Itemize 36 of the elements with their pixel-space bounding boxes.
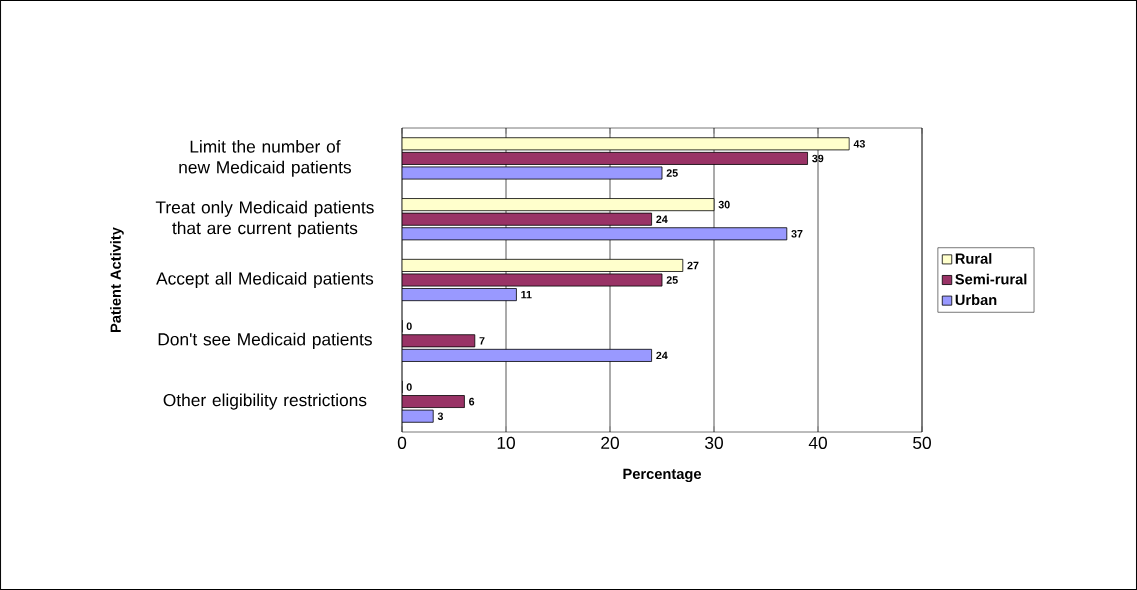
data-label: 25 [666,276,678,284]
bar [402,348,653,362]
data-label: 27 [687,261,699,270]
data-label: 11 [521,290,532,299]
data-label: 25 [666,169,678,177]
data-label: 24 [656,351,668,360]
bar [402,227,788,241]
y-tick-label: Accept all Medicaid patients [156,271,374,289]
data-label: 30 [718,200,730,209]
x-tick-label: 10 [497,436,515,449]
y-tick-label: Other eligibility restrictions [163,393,367,410]
y-tick-label: Limit the number of new Medicaid patients [179,139,351,177]
data-label: 37 [791,230,803,238]
x-axis-title: Percentage [623,468,702,483]
data-label: 0 [406,383,412,391]
y-axis-title: Patient Activity [110,227,124,332]
legend-label: Semi-rural [955,273,1027,285]
data-label: 0 [406,322,412,330]
bar [402,137,850,151]
data-label: 39 [812,154,824,163]
y-tick-label: Don't see Medicaid patients [158,332,372,349]
x-tick-label: 50 [913,436,931,449]
data-label: 3 [437,412,444,420]
x-tick-label: 30 [705,436,723,449]
y-tick-label: Treat only Medicaid patients that are current patients [155,200,374,238]
data-label: 6 [469,397,475,406]
x-tick-label: 20 [601,436,619,449]
x-tick-label: 40 [808,436,827,449]
legend-label: Urban [955,294,997,306]
bar [402,258,684,272]
data-label: 7 [479,337,485,345]
bar [402,198,715,212]
data-label: 24 [656,215,668,223]
legend-label: Rural [955,253,992,264]
data-label: 43 [853,140,865,148]
x-tick-label: 0 [397,436,407,449]
